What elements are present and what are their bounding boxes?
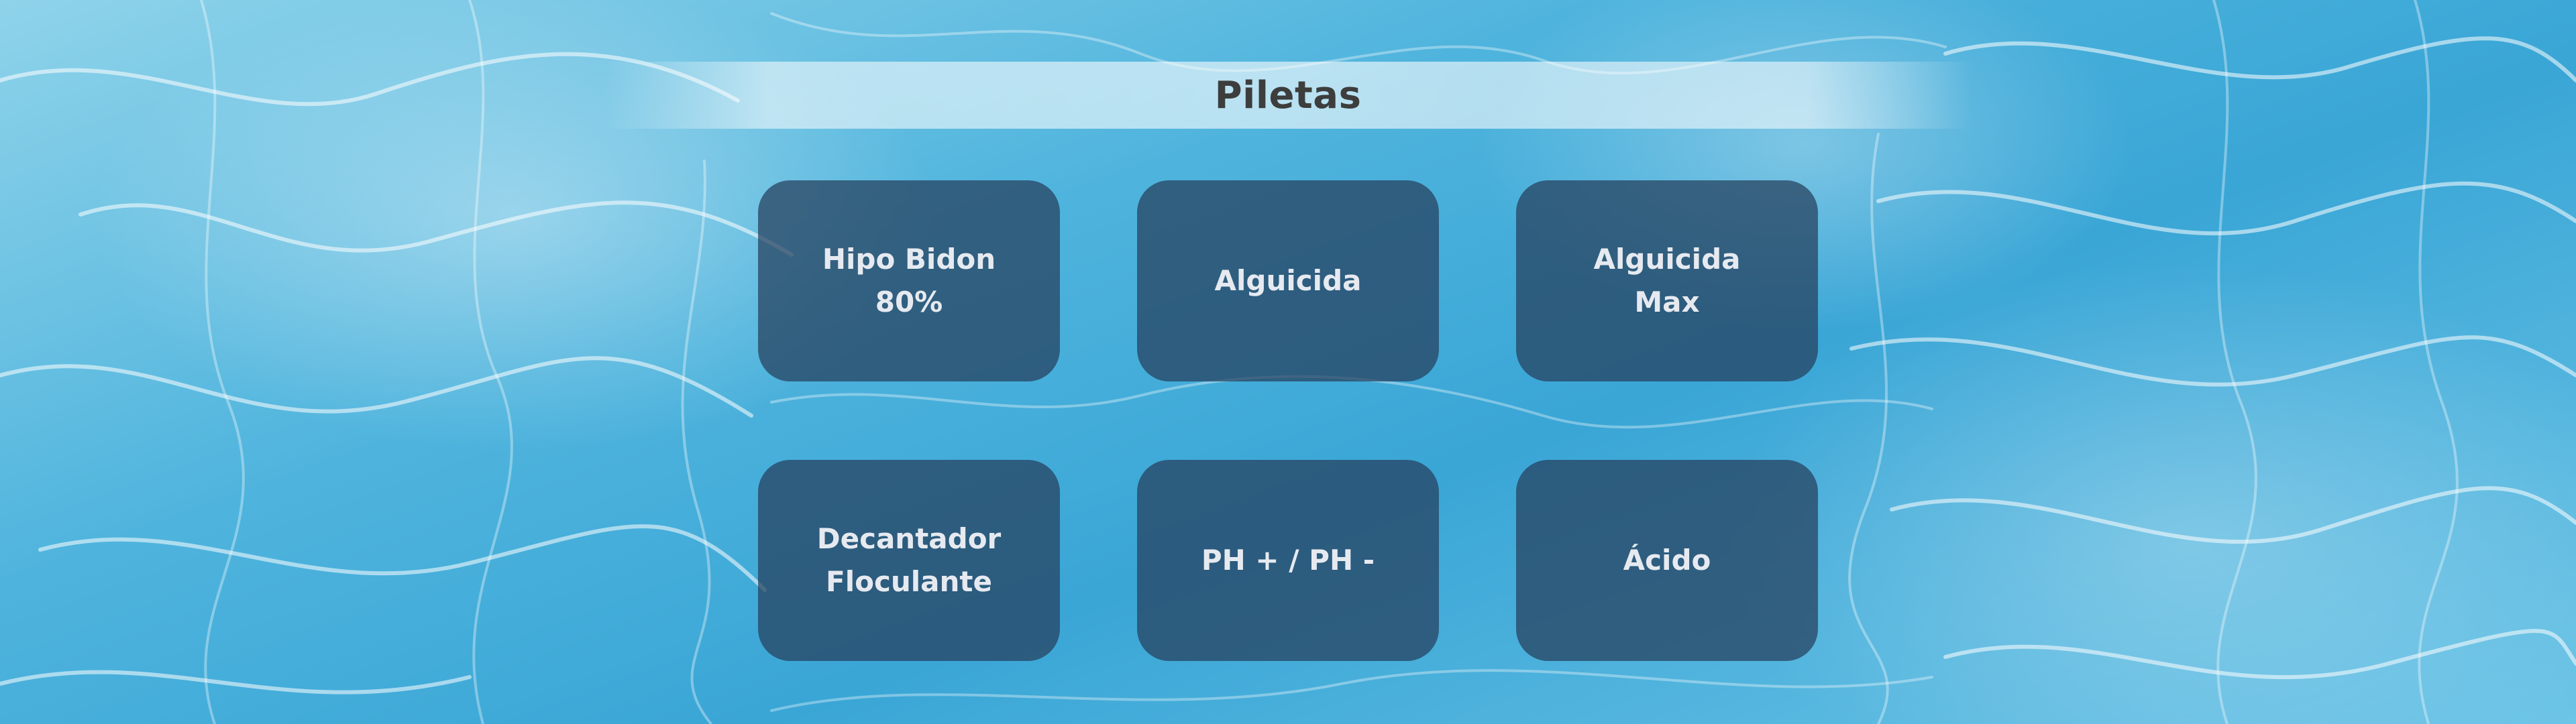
hipo-bidon-80-label: Hipo Bidon 80% xyxy=(822,243,996,318)
acido-button[interactable]: Ácido xyxy=(1516,460,1818,661)
ph-plus-minus-button[interactable]: PH + / PH - xyxy=(1137,460,1439,661)
alguicida-max-label: Alguicida Max xyxy=(1593,243,1741,318)
alguicida-button[interactable]: Alguicida xyxy=(1137,180,1439,381)
acido-label: Ácido xyxy=(1623,544,1711,577)
decantador-floculante-button[interactable]: Decantador Floculante xyxy=(758,460,1060,661)
alguicida-max-button[interactable]: Alguicida Max xyxy=(1516,180,1818,381)
title-banner: Piletas xyxy=(604,62,1972,129)
hipo-bidon-80-button[interactable]: Hipo Bidon 80% xyxy=(758,180,1060,381)
page-title: Piletas xyxy=(1214,73,1362,117)
decantador-floculante-label: Decantador Floculante xyxy=(816,522,1002,598)
ph-plus-minus-label: PH + / PH - xyxy=(1201,544,1375,577)
alguicida-label: Alguicida xyxy=(1214,264,1362,297)
